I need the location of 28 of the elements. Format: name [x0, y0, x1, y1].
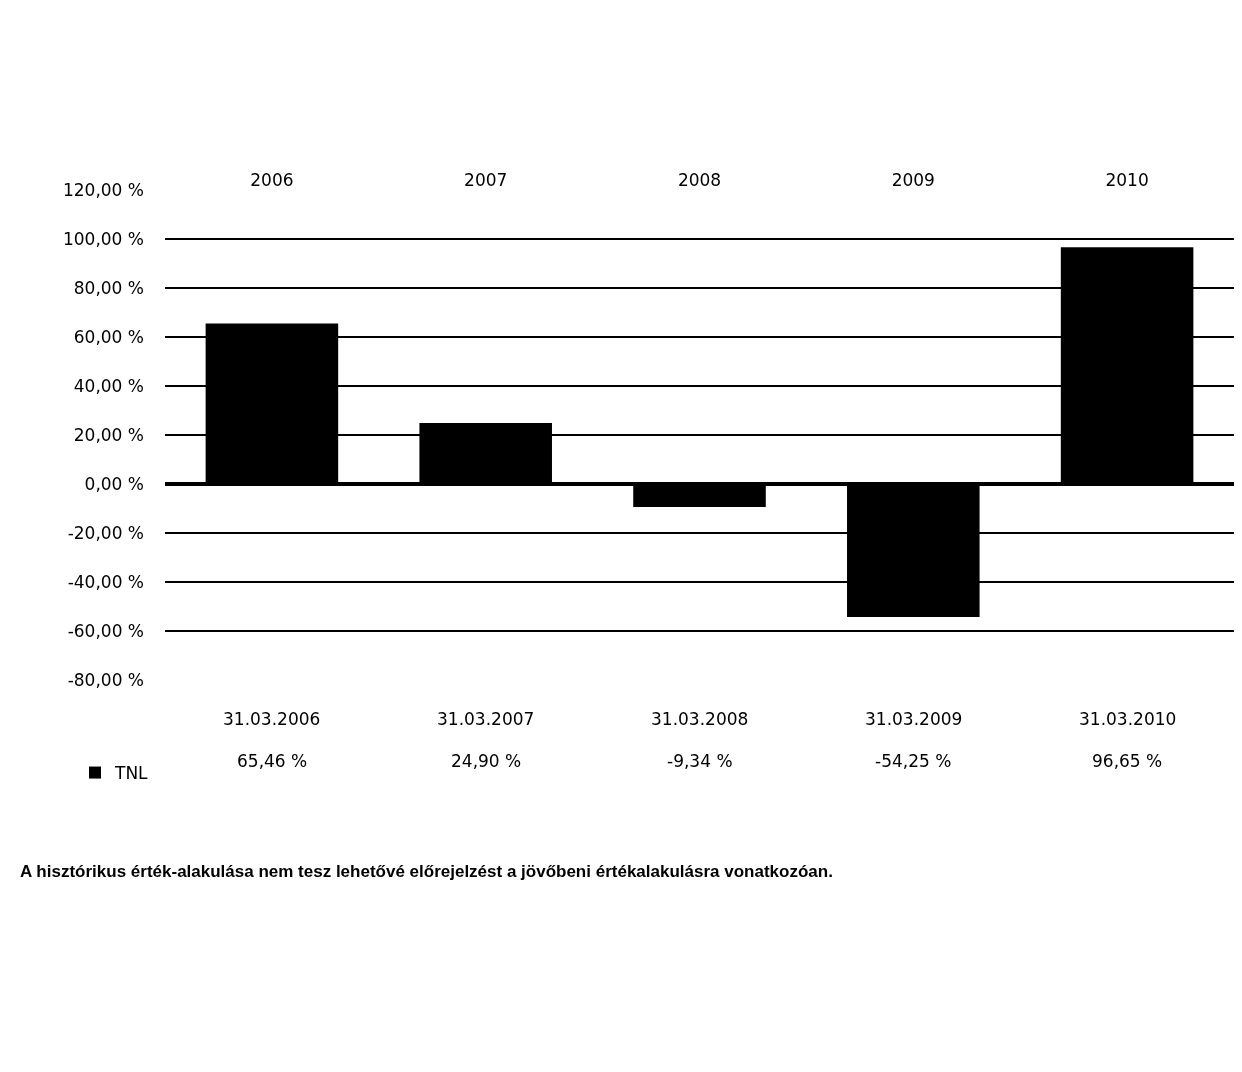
y-tick-label: 60,00 %	[73, 326, 144, 347]
x-tick-label: 2010	[1105, 169, 1149, 190]
text: 31.03.2010	[1079, 709, 1177, 729]
y-tick-label: 80,00 %	[73, 277, 144, 298]
y-tick-label: -80,00 %	[67, 669, 144, 690]
text: 31.03.2007	[437, 709, 535, 729]
y-tick-label: 100,00 %	[62, 228, 144, 249]
data-label: 96,65 %	[1092, 751, 1163, 771]
y-tick-label: 0,00 %	[84, 473, 144, 494]
text: A hisztórikus érték-alakulása nem tesz lehetővé előrejelzést a jövőbeni értékalakulásra vonatkozóan.	[20, 862, 833, 881]
y-tick-label: -20,00 %	[67, 522, 144, 543]
x-tick-label: 2006	[250, 169, 294, 190]
text: 31.03.2006	[223, 709, 321, 729]
y-tick-label: 120,00 %	[62, 179, 144, 200]
y-tick-label: 20,00 %	[73, 424, 144, 445]
data-label: -9,34 %	[667, 751, 733, 771]
data-label: 65,46 %	[237, 751, 308, 771]
data-label: 24,90 %	[451, 751, 522, 771]
text: 31.03.2008	[651, 709, 749, 729]
legend-label: TNL	[114, 763, 149, 784]
data-label: -54,25 %	[875, 751, 952, 771]
x-tick-label: 2008	[677, 169, 722, 190]
y-tick-label: 40,00 %	[73, 375, 144, 396]
y-tick-label: -40,00 %	[67, 571, 144, 592]
y-tick-label: -60,00 %	[67, 620, 144, 641]
text: 31.03.2009	[865, 709, 963, 729]
x-tick-label: 2009	[891, 169, 935, 190]
x-tick-label: 2007	[464, 169, 508, 190]
